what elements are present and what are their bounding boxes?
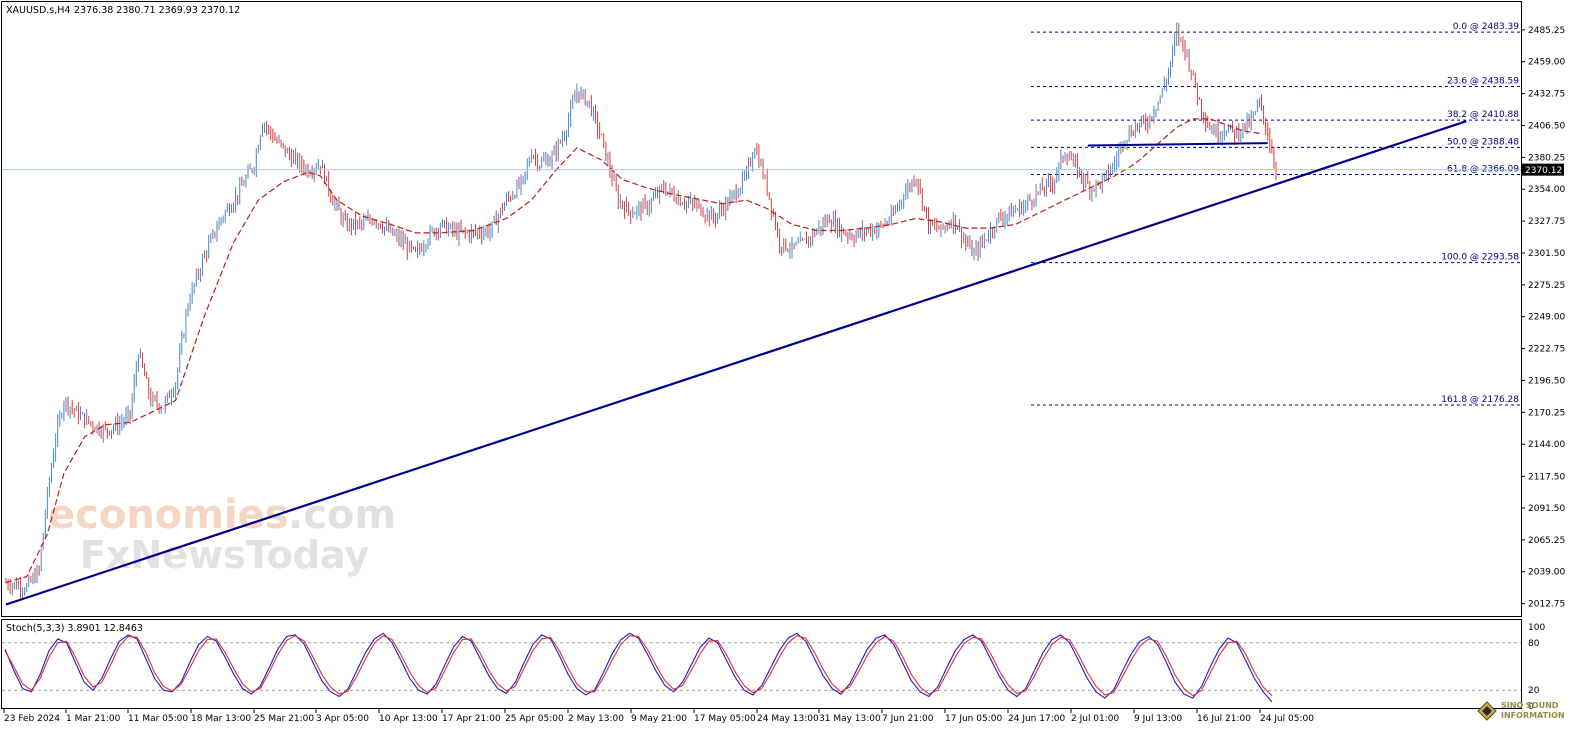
- x-tick-label: 25 Mar 21:00: [254, 714, 314, 724]
- y-tick-label: 2327.75: [1528, 217, 1565, 227]
- y-tick-label: 2380.25: [1528, 153, 1565, 163]
- stoch-tick-label: 0: [1528, 702, 1534, 712]
- y-tick-label: 2091.50: [1528, 504, 1565, 514]
- watermark-fxnewstoday: FxNewsToday: [80, 533, 369, 577]
- fib-level-label: 50.0 @ 2388.48: [1447, 137, 1519, 147]
- x-tick-label: 24 Jun 17:00: [1008, 714, 1065, 724]
- current-price-tag: [1522, 163, 1564, 176]
- x-tick-label: 3 Apr 05:00: [316, 714, 369, 724]
- stoch-signal-line: [4, 635, 1273, 697]
- x-tick-label: 1 Mar 21:00: [66, 714, 121, 724]
- time-axis: 23 Feb 2024 1 Mar 21:00 11 Mar 05:00 18 Mar…: [3, 709, 1314, 724]
- y-tick-label: 2039.00: [1528, 568, 1565, 578]
- ascending-trendline: [5, 120, 1467, 606]
- stoch-tick-label: 100: [1528, 623, 1545, 633]
- price-axis: 2485.25 2459.00 2432.75 2406.50 2380.25 2354.…: [1521, 26, 1565, 610]
- stoch-tick-label: 20: [1528, 686, 1540, 696]
- y-tick-label: 2117.50: [1528, 472, 1565, 482]
- y-tick-label: 2196.50: [1528, 376, 1565, 386]
- brand-line2: INFORMATION: [1501, 711, 1565, 720]
- candlesticks: [5, 22, 1277, 600]
- y-tick-label: 2144.00: [1528, 440, 1565, 450]
- y-tick-label: 2012.75: [1528, 600, 1565, 610]
- x-tick-label: 17 May 05:00: [694, 714, 756, 724]
- stoch-panel-frame: [1, 619, 1522, 709]
- fib-level-label: 23.6 @ 2438.59: [1447, 76, 1519, 86]
- neckline: [1087, 142, 1268, 147]
- y-tick-label: 2222.75: [1528, 345, 1565, 355]
- fib-level-label: 100.0 @ 2293.58: [1441, 253, 1519, 263]
- stoch-tick-label: 80: [1528, 639, 1540, 649]
- x-tick-label: 24 May 13:00: [757, 714, 819, 724]
- fibonacci-retracement[interactable]: 0.0 @ 2483.39 23.6 @ 2438.59 38.2 @ 2410.8…: [1031, 22, 1521, 406]
- watermark: economies .com FxNewsToday: [48, 492, 396, 577]
- y-tick-label: 2301.50: [1528, 249, 1565, 259]
- brand-line1: SINO SOUND: [1501, 701, 1559, 710]
- ma-line: [5, 118, 1260, 584]
- drawn-lines[interactable]: [2, 120, 1521, 606]
- stoch-main-line: [4, 632, 1273, 703]
- fib-level-label: 38.2 @ 2410.88: [1447, 110, 1519, 120]
- y-tick-label: 2354.00: [1528, 185, 1565, 195]
- x-tick-label: 31 May 13:00: [819, 714, 881, 724]
- ohlc-values: 2376.38 2380.71 2369.93 2370.12: [74, 5, 240, 16]
- stoch-header: Stoch(5,3,3) 3.8901 12.8463: [6, 623, 143, 634]
- y-tick-label: 2406.50: [1528, 121, 1565, 131]
- watermark-economies: economies: [48, 492, 289, 538]
- fib-level-label: 161.8 @ 2176.28: [1441, 395, 1519, 405]
- fib-level-label: 0.0 @ 2483.39: [1453, 22, 1520, 32]
- x-tick-label: 25 Apr 05:00: [505, 714, 564, 724]
- x-tick-label: 2 Jul 01:00: [1071, 714, 1120, 724]
- x-tick-label: 7 Jun 21:00: [882, 714, 934, 724]
- stochastic-oscillator: 100 80 20 0: [2, 623, 1545, 712]
- brand-logo: SINO SOUND INFORMATION: [1477, 701, 1565, 721]
- symbol-label: XAUUSD.s,H4: [6, 5, 70, 16]
- y-tick-label: 2065.25: [1528, 536, 1565, 546]
- price-panel-frame: [1, 1, 1522, 617]
- x-tick-label: 9 Jul 13:00: [1134, 714, 1183, 724]
- x-tick-label: 24 Jul 05:00: [1260, 714, 1314, 724]
- x-tick-label: 18 Mar 13:00: [191, 714, 251, 724]
- watermark-dotcom: .com: [288, 492, 396, 538]
- y-tick-label: 2275.25: [1528, 281, 1565, 291]
- moving-average: [5, 118, 1260, 584]
- y-tick-label: 2170.25: [1528, 408, 1565, 418]
- x-tick-label: 2 May 13:00: [568, 714, 624, 724]
- x-tick-label: 17 Jun 05:00: [945, 714, 1002, 724]
- y-tick-label: 2249.00: [1528, 313, 1565, 323]
- current-price-label: 2370.12: [1525, 166, 1562, 176]
- y-tick-label: 2459.00: [1528, 58, 1565, 68]
- y-tick-label: 2485.25: [1528, 26, 1565, 36]
- x-tick-label: 11 Mar 05:00: [128, 714, 188, 724]
- x-tick-label: 16 Jul 21:00: [1197, 714, 1251, 724]
- x-tick-label: 9 May 21:00: [631, 714, 687, 724]
- x-tick-label: 23 Feb 2024: [4, 714, 60, 724]
- x-tick-label: 17 Apr 21:00: [442, 714, 501, 724]
- y-tick-label: 2432.75: [1528, 90, 1565, 100]
- x-tick-label: 10 Apr 13:00: [379, 714, 438, 724]
